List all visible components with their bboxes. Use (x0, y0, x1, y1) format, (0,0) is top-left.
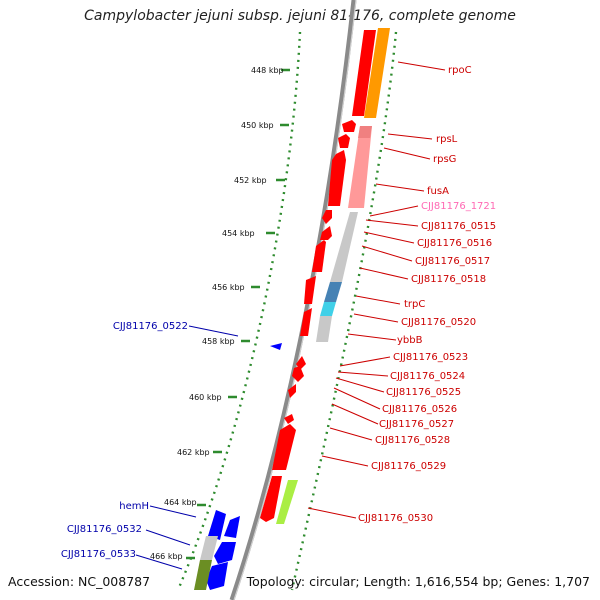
gene-label-cjj0525: CJJ81176_0525 (386, 387, 461, 398)
gene-rpoc (352, 30, 376, 116)
accession-text: Accession: NC_008787 (8, 574, 151, 589)
gene-label-cjj0523: CJJ81176_0523 (393, 352, 468, 363)
gene-label-cjj0529: CJJ81176_0529 (371, 461, 446, 472)
gene-label-cjj0517: CJJ81176_0517 (415, 256, 490, 267)
feature-steelblue (324, 282, 342, 302)
gene-label-cjj0516: CJJ81176_0516 (417, 238, 492, 249)
gene-label-cjj0527: CJJ81176_0527 (379, 419, 454, 430)
gene-label-cjj0522: CJJ81176_0522 (113, 321, 188, 332)
feature-grey-2 (316, 316, 332, 342)
gene-arrow (260, 476, 282, 522)
feature-grey-left (200, 536, 218, 560)
ruler-label: 448 kbp (251, 66, 284, 75)
ruler-label: 458 kbp (202, 337, 235, 346)
right-gene-labels: rpoC rpsL rpsG fusA CJJ81176_1721 CJJ811… (358, 65, 496, 524)
gene-arrow (288, 384, 296, 398)
gene-arrow (284, 414, 294, 424)
gene-label-fusa: fusA (427, 186, 449, 197)
feature-pink (348, 126, 372, 208)
gene-label-cjj0533: CJJ81176_0533 (61, 549, 136, 560)
reverse-strand-genes (206, 343, 282, 590)
gene-arrow (342, 120, 356, 132)
ruler-ticks (186, 68, 290, 560)
gene-label-cjj0528: CJJ81176_0528 (375, 435, 450, 446)
ruler-label: 464 kbp (164, 498, 197, 507)
ruler-outer-dots (290, 31, 398, 591)
gene-arrow (338, 134, 350, 148)
ruler-label: 456 kbp (212, 283, 245, 292)
feature-cyan (320, 302, 336, 316)
gene-label-trpc: trpC (404, 299, 425, 310)
gene-arrow (292, 366, 304, 382)
left-gene-labels: CJJ81176_0522 hemH CJJ81176_0532 CJJ8117… (61, 321, 188, 560)
gene-label-ybbb: ybbB (397, 335, 423, 346)
feature-salmon (358, 126, 372, 138)
ruler-label: 452 kbp (234, 176, 267, 185)
genome-backbone-highlight (233, 0, 357, 600)
left-leader-lines (135, 325, 239, 570)
gene-arrow (206, 562, 228, 590)
gene-label-rpsg: rpsG (433, 154, 456, 165)
gene-arrow (322, 210, 332, 224)
feature-lime (276, 480, 298, 524)
gene-label-rpoc: rpoC (448, 65, 472, 76)
genome-summary-text: Topology: circular; Length: 1,616,554 bp… (246, 574, 590, 589)
right-leader-lines (307, 61, 446, 519)
map-title: Campylobacter jejuni subsp. jejuni 81-17… (84, 8, 516, 24)
genome-backbone (229, 0, 357, 600)
gene-arrow (224, 516, 240, 538)
gene-label-cjj0524: CJJ81176_0524 (390, 371, 465, 382)
ruler-label: 462 kbp (177, 448, 210, 457)
ruler-labels: 448 kbp 450 kbp 452 kbp 454 kbp 456 kbp … (150, 66, 284, 561)
gene-arrow (304, 276, 316, 304)
gene-arrow (328, 150, 346, 206)
gene-label-hemh: hemH (119, 501, 149, 512)
ruler-label: 454 kbp (222, 229, 255, 238)
ruler-label: 450 kbp (241, 121, 274, 130)
forward-strand-genes (260, 30, 376, 522)
gene-label-cjj0515: CJJ81176_0515 (421, 221, 496, 232)
gene-arrow (320, 226, 332, 240)
gene-label-cjj0530: CJJ81176_0530 (358, 513, 433, 524)
gene-label-cjj0520: CJJ81176_0520 (401, 317, 476, 328)
gene-arrow (312, 240, 326, 272)
ruler-label: 460 kbp (189, 393, 222, 402)
gene-arrow (214, 542, 236, 564)
left-track (194, 536, 218, 590)
feature-grey (330, 212, 358, 282)
gene-label-rpsl: rpsL (436, 134, 458, 145)
feature-olive (194, 560, 212, 590)
feature-track (276, 28, 390, 524)
gene-arrow (272, 424, 296, 470)
ruler-label: 466 kbp (150, 552, 183, 561)
feature-orange (364, 28, 390, 118)
gene-hemh (208, 510, 226, 540)
gene-label-cjj0518: CJJ81176_0518 (411, 274, 486, 285)
gene-cjj0522 (270, 343, 282, 350)
ruler-inner (176, 31, 302, 591)
gene-label-cjj1721: CJJ81176_1721 (421, 201, 496, 212)
gene-arrow (300, 308, 312, 336)
gene-label-cjj0532: CJJ81176_0532 (67, 524, 142, 535)
gene-label-cjj0526: CJJ81176_0526 (382, 404, 457, 415)
